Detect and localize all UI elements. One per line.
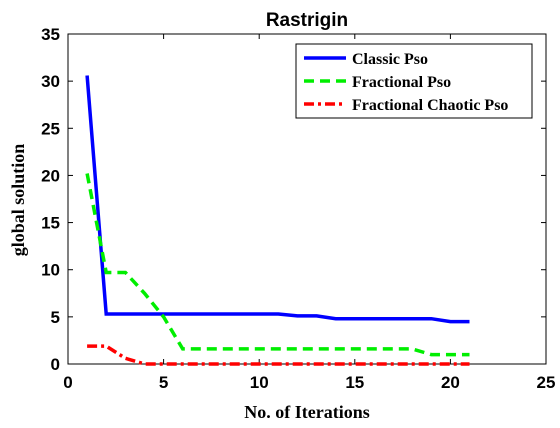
x-tick-label: 10 (250, 373, 269, 392)
series-line-classic-pso (85, 75, 470, 324)
x-tick-label: 5 (159, 373, 168, 392)
legend-entry-label: Classic Pso (352, 51, 428, 68)
y-tick-label: 15 (41, 214, 60, 233)
y-tick-label: 5 (51, 308, 60, 327)
y-tick-label: 30 (41, 72, 60, 91)
y-tick-label: 10 (41, 261, 60, 280)
legend-entry-label: Fractional Pso (352, 74, 451, 91)
plot-area: 0 5 10 15 20 25 0 5 10 15 20 25 30 35 (41, 25, 555, 392)
y-tick-label: 0 (51, 355, 60, 374)
series-line-fractional-chaotic-pso (87, 344, 470, 366)
x-tick-label: 25 (537, 373, 556, 392)
legend-entry-label: Fractional Chaotic Pso (352, 97, 508, 114)
x-tick-label: 15 (345, 373, 364, 392)
x-tick-label: 0 (63, 373, 72, 392)
legend: Classic Pso Fractional Pso Fractional Chao… (295, 43, 533, 119)
series-line-fractional-pso (85, 173, 470, 357)
y-tick-label: 25 (41, 119, 60, 138)
x-tick-label: 20 (441, 373, 460, 392)
y-tick-label: 35 (41, 25, 60, 44)
x-axis-label: No. of Iterations (244, 402, 369, 422)
y-tick-label: 20 (41, 166, 60, 185)
y-axis-label: global solution (8, 144, 28, 257)
chart-title: Rastrigin (266, 10, 348, 31)
